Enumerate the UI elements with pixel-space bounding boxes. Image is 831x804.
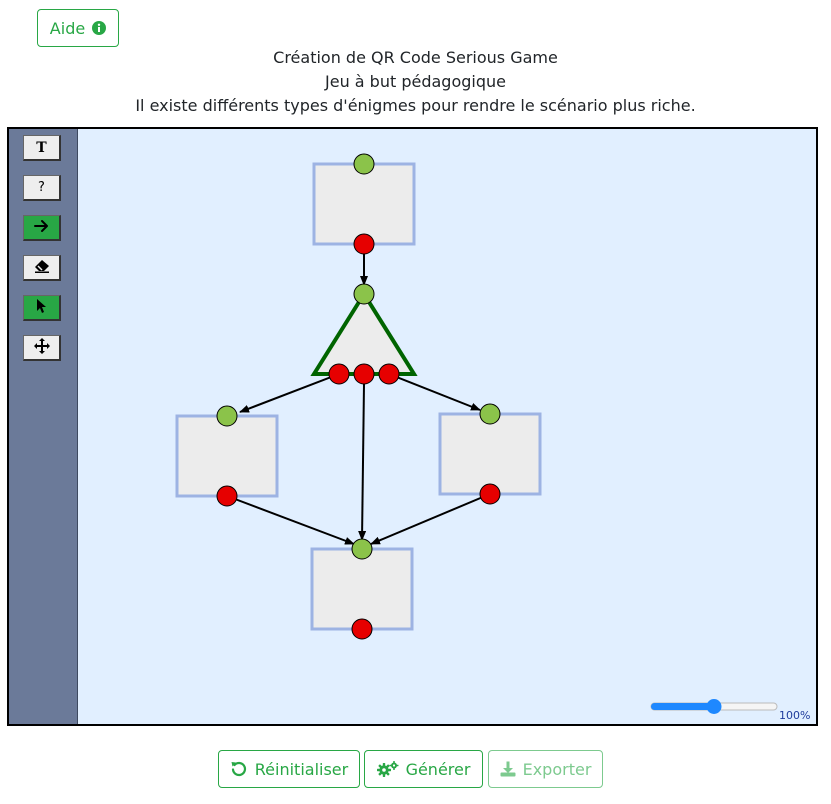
puzzle-node-triangle[interactable] bbox=[310, 290, 418, 376]
info-circle-icon bbox=[92, 21, 107, 35]
zoom-slider-thumb[interactable] bbox=[706, 699, 722, 714]
input-port[interactable] bbox=[351, 538, 373, 560]
input-port[interactable] bbox=[216, 405, 238, 427]
tool-palette: T ? bbox=[9, 129, 78, 724]
eraser-tool-button[interactable] bbox=[23, 255, 61, 281]
input-port[interactable] bbox=[479, 403, 501, 425]
link-triangle-bottom[interactable] bbox=[358, 383, 367, 541]
link-triangle-left[interactable] bbox=[239, 373, 340, 413]
move-tool-button[interactable] bbox=[23, 335, 61, 361]
cursor-icon bbox=[36, 298, 48, 318]
output-port[interactable] bbox=[353, 233, 375, 255]
generate-button-label: Générer bbox=[405, 759, 471, 779]
help-button[interactable]: Aide bbox=[37, 9, 119, 47]
link-left-bottom[interactable] bbox=[226, 495, 355, 545]
cogs-icon bbox=[376, 761, 399, 777]
puzzle-node-left[interactable] bbox=[175, 414, 279, 498]
puzzle-node-bottom[interactable] bbox=[310, 547, 414, 631]
output-port[interactable] bbox=[216, 485, 238, 507]
output-port[interactable] bbox=[328, 363, 350, 385]
output-port[interactable] bbox=[479, 483, 501, 505]
select-tool-button[interactable] bbox=[23, 295, 61, 321]
eraser-icon bbox=[33, 259, 51, 277]
input-port[interactable] bbox=[353, 283, 375, 305]
reset-button-label: Réinitialiser bbox=[254, 759, 349, 779]
undo-icon bbox=[230, 760, 248, 778]
help-button-label: Aide bbox=[49, 18, 86, 38]
input-port[interactable] bbox=[353, 153, 375, 175]
scenario-editor[interactable]: T ? bbox=[7, 127, 818, 726]
reset-button[interactable]: Réinitialiser bbox=[218, 750, 360, 788]
question-tool-button[interactable]: ? bbox=[23, 175, 61, 201]
title-line-2: Jeu à but pédagogique bbox=[325, 72, 506, 91]
editor-canvas[interactable] bbox=[9, 129, 816, 724]
link-triangle-right[interactable] bbox=[388, 373, 481, 411]
text-tool-glyph: T bbox=[36, 139, 47, 156]
output-port[interactable] bbox=[353, 363, 375, 385]
move-arrows-icon bbox=[33, 337, 50, 358]
arrow-tool-button[interactable] bbox=[23, 215, 61, 241]
zoom-slider[interactable] bbox=[650, 697, 780, 717]
arrow-right-icon bbox=[33, 219, 50, 237]
export-button-label: Exporter bbox=[522, 759, 592, 779]
title-line-3: Il existe différents types d'énigmes pou… bbox=[135, 96, 696, 115]
text-tool-button[interactable]: T bbox=[23, 135, 61, 161]
puzzle-node-right[interactable] bbox=[438, 412, 542, 496]
page-header: Création de QR Code Serious Game Jeu à b… bbox=[0, 46, 831, 118]
generate-button[interactable]: Générer bbox=[364, 750, 483, 788]
zoom-level-label: 100% bbox=[779, 709, 811, 722]
title-line-1: Création de QR Code Serious Game bbox=[273, 48, 558, 67]
question-tool-glyph: ? bbox=[38, 180, 45, 195]
download-icon bbox=[500, 761, 516, 777]
export-button[interactable]: Exporter bbox=[488, 750, 603, 788]
link-right-bottom[interactable] bbox=[370, 493, 491, 545]
output-port[interactable] bbox=[351, 618, 373, 640]
puzzle-node-top[interactable] bbox=[312, 162, 416, 246]
output-port[interactable] bbox=[378, 363, 400, 385]
